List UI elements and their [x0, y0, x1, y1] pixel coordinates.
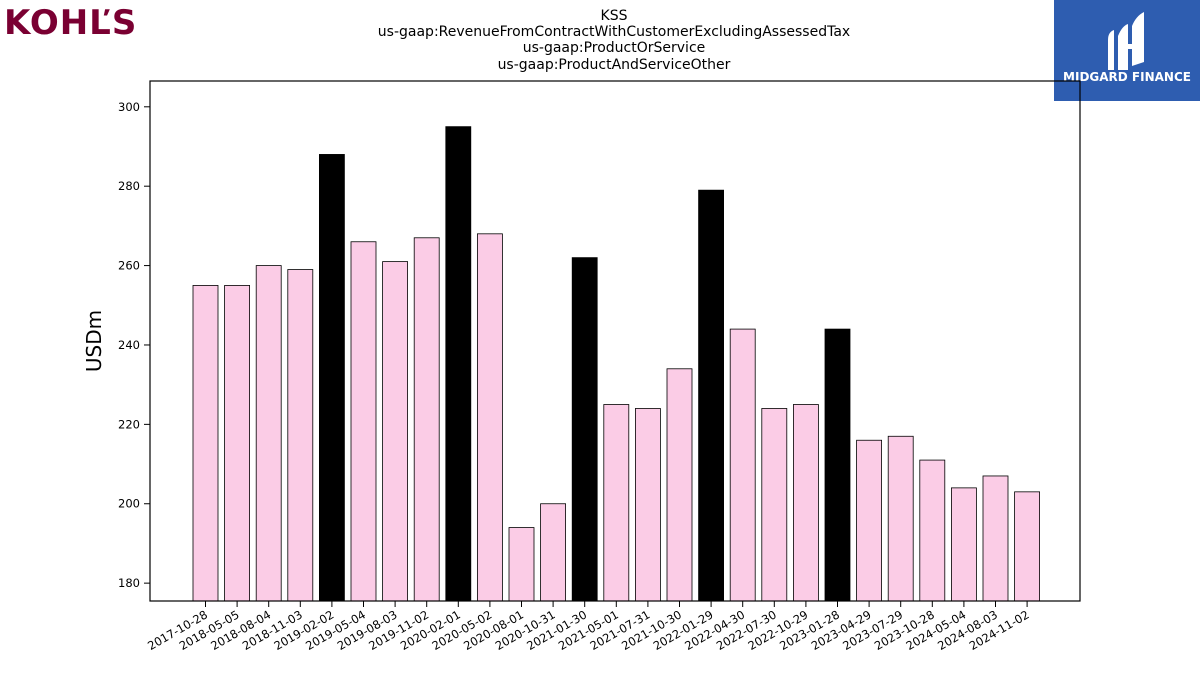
bar-2022-07-30	[761, 408, 788, 602]
bar-2019-08-03	[382, 261, 409, 602]
y-tick-label-220: 220	[118, 417, 140, 431]
bar-2020-10-31	[540, 503, 566, 602]
kohls-logo: KOHĽS	[4, 3, 137, 40]
bar-2020-02-01	[445, 126, 472, 602]
bar-2018-11-03	[287, 269, 314, 602]
bar-2021-07-31	[635, 408, 661, 602]
bar-2018-05-05	[224, 285, 251, 602]
kohls-logo-text: KOHĽS	[4, 3, 137, 40]
title-line-1: KSS	[601, 8, 628, 24]
bar-2020-05-02	[476, 233, 503, 602]
bar-2019-11-02	[413, 237, 440, 602]
bar-2022-10-29	[793, 404, 819, 602]
bar-2024-08-03	[982, 475, 1009, 602]
x-axis: 2017-10-282018-05-052018-08-042018-11-03…	[145, 601, 1032, 653]
midgard-m-icon	[1108, 12, 1144, 70]
bar-2021-05-01	[603, 404, 630, 602]
chart-title: KSS us-gaap:RevenueFromContractWithCusto…	[378, 8, 850, 73]
bar-2020-08-01	[508, 527, 535, 602]
y-tick-label-180: 180	[118, 576, 140, 590]
brand-name: MIDGARD FINANCE	[1063, 70, 1191, 84]
bar-2023-07-29	[887, 435, 914, 602]
y-tick-label-240: 240	[118, 338, 140, 352]
y-axis: 180 200 220 240 260 280 300	[118, 100, 150, 590]
y-axis-label: USDm	[82, 310, 106, 372]
bars-group	[192, 126, 1040, 602]
bar-2023-01-28	[824, 328, 851, 602]
plot-frame	[149, 80, 1081, 602]
y-tick-label-260: 260	[118, 259, 140, 273]
y-tick-label-200: 200	[118, 497, 140, 511]
bar-2024-11-02	[1014, 491, 1040, 602]
bar-2023-10-28	[919, 459, 946, 602]
bar-2018-08-04	[255, 265, 282, 602]
bar-2022-04-30	[729, 328, 756, 602]
title-line-3: us-gaap:ProductOrService	[523, 40, 706, 56]
bar-2021-10-30	[666, 368, 693, 602]
bar-2017-10-28	[192, 285, 219, 602]
bar-2023-04-29	[856, 439, 882, 602]
bar-2019-02-02	[318, 154, 345, 602]
y-tick-label-280: 280	[118, 179, 140, 193]
midgard-finance-logo: MIDGARD FINANCE	[1054, 0, 1200, 101]
title-line-2: us-gaap:RevenueFromContractWithCustomerE…	[378, 24, 850, 40]
y-tick-label-300: 300	[118, 100, 140, 114]
bar-2022-01-29	[698, 189, 724, 602]
bar-2019-05-04	[350, 241, 377, 602]
bar-2021-01-30	[571, 257, 598, 602]
bar-2024-05-04	[951, 487, 977, 602]
title-line-4: us-gaap:ProductAndServiceOther	[498, 57, 731, 73]
